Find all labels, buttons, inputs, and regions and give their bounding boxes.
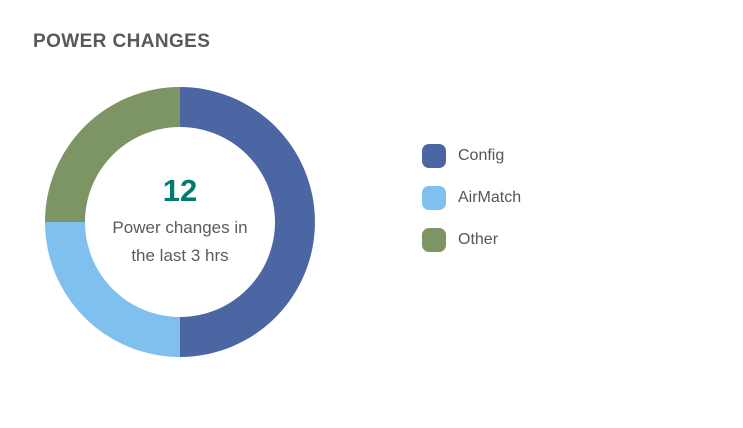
chart-legend: Config AirMatch Other: [422, 144, 521, 252]
legend-label-other: Other: [458, 231, 499, 248]
donut-segment-config[interactable]: [180, 87, 315, 357]
donut-segment-other[interactable]: [45, 87, 180, 222]
widget-title: POWER CHANGES: [33, 31, 211, 52]
donut-segment-airmatch[interactable]: [45, 222, 180, 357]
legend-swatch-config: [422, 144, 446, 168]
legend-item-airmatch[interactable]: AirMatch: [422, 186, 521, 210]
legend-item-config[interactable]: Config: [422, 144, 521, 168]
donut-svg: [45, 87, 315, 357]
legend-item-other[interactable]: Other: [422, 228, 521, 252]
legend-swatch-airmatch: [422, 186, 446, 210]
legend-label-airmatch: AirMatch: [458, 189, 522, 206]
legend-label-config: Config: [458, 147, 505, 164]
legend-swatch-other: [422, 228, 446, 252]
